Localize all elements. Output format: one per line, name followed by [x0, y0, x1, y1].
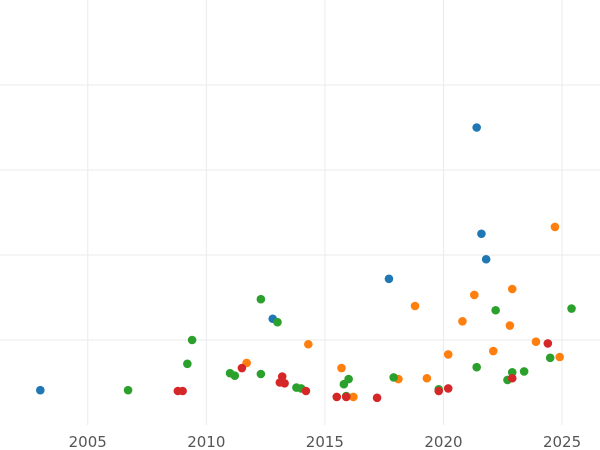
- data-point: [301, 386, 311, 396]
- data-point: [491, 305, 500, 315]
- data-point: [505, 321, 515, 330]
- data-point: [434, 386, 444, 396]
- data-point: [550, 222, 560, 232]
- data-point: [389, 373, 398, 382]
- data-point: [332, 392, 342, 402]
- data-point: [410, 301, 420, 311]
- x-tick-label: 2005: [69, 433, 107, 450]
- data-point: [341, 392, 351, 402]
- x-tick-label: 2015: [306, 433, 344, 450]
- x-axis-ticks: 2005 2010 2015 2020 2025: [69, 433, 581, 450]
- data-point: [237, 363, 247, 373]
- data-point: [470, 290, 479, 300]
- data-point: [372, 393, 382, 403]
- data-point: [488, 346, 498, 356]
- data-point: [458, 317, 467, 326]
- data-point: [178, 386, 187, 396]
- data-point: [273, 317, 282, 327]
- data-point: [555, 352, 564, 362]
- data-point: [567, 304, 576, 313]
- data-point: [472, 123, 481, 132]
- data-point: [545, 353, 555, 363]
- data-point: [481, 254, 491, 264]
- data-point: [543, 339, 553, 348]
- data-points: [36, 123, 576, 403]
- data-point: [519, 367, 529, 376]
- data-point: [422, 373, 432, 383]
- data-point: [507, 284, 517, 294]
- data-point: [344, 374, 353, 384]
- x-tick-label: 2020: [424, 433, 462, 450]
- data-point: [183, 359, 192, 369]
- data-point: [256, 294, 266, 304]
- data-point: [280, 379, 289, 388]
- data-point: [477, 229, 486, 239]
- data-point: [507, 373, 517, 383]
- data-point: [36, 385, 45, 395]
- data-point: [123, 385, 133, 395]
- data-point: [187, 335, 197, 345]
- data-point: [277, 372, 287, 381]
- gridlines: [0, 0, 600, 425]
- data-point: [443, 350, 453, 359]
- data-point: [256, 369, 266, 379]
- data-point: [349, 392, 358, 402]
- x-tick-label: 2010: [187, 433, 225, 450]
- x-tick-label: 2025: [543, 433, 581, 450]
- data-point: [472, 362, 481, 372]
- data-point: [507, 368, 517, 377]
- data-point: [531, 337, 541, 347]
- data-point: [384, 274, 394, 284]
- data-point: [337, 363, 346, 373]
- data-point: [443, 384, 453, 393]
- data-point: [304, 339, 313, 349]
- data-point: [230, 371, 240, 381]
